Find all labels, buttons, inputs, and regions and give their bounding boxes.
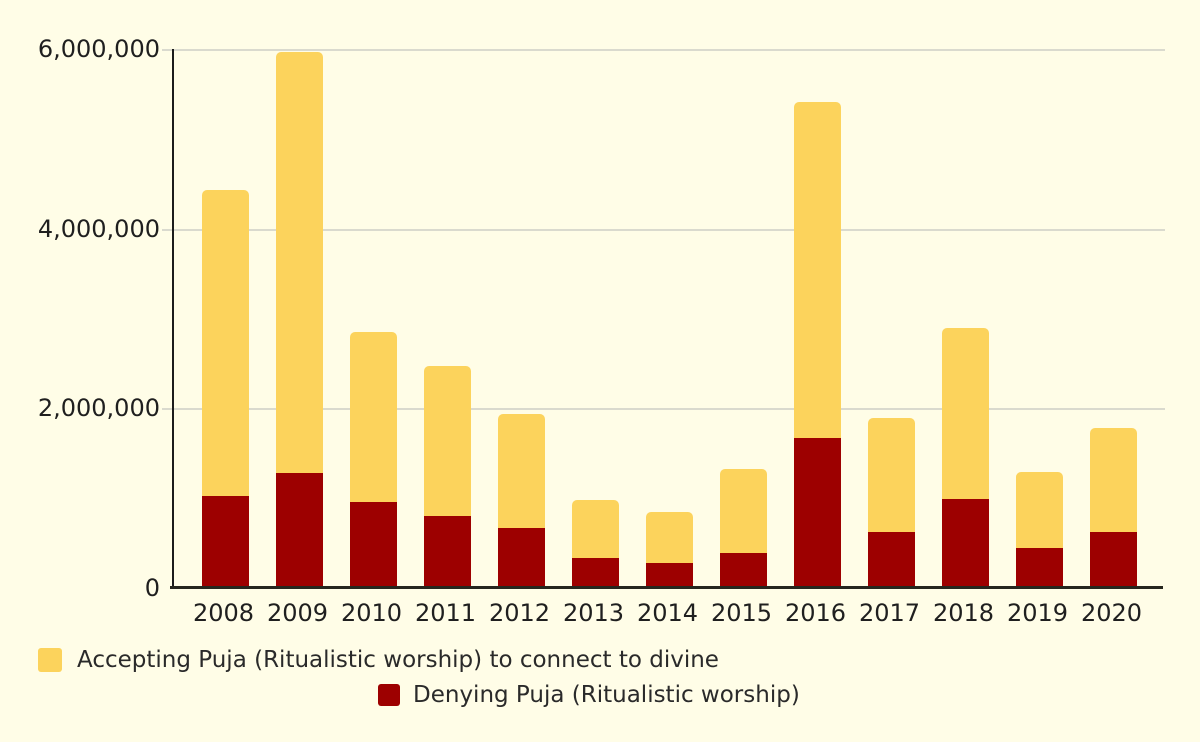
gridline [174,408,1165,410]
x-axis-line [170,586,1163,589]
bar-segment-denying[interactable] [794,438,841,588]
x-tick-label: 2009 [266,599,329,627]
bar-segment-accepting[interactable] [202,190,249,497]
y-tick-mark [162,49,172,51]
x-tick-label: 2016 [784,599,847,627]
legend-swatch-denying-icon [378,684,400,706]
bar-segment-denying[interactable] [276,473,323,588]
x-tick-label: 2008 [192,599,255,627]
bar-segment-accepting[interactable] [350,332,397,502]
bar-segment-denying[interactable] [1016,547,1063,588]
bar-segment-denying[interactable] [646,562,693,588]
y-tick-mark [162,229,172,231]
bar-segment-denying[interactable] [1090,532,1137,588]
bar-segment-denying[interactable] [350,501,397,588]
x-tick-label: 2011 [414,599,477,627]
legend-swatch-accepting-icon [38,648,62,672]
plot-area [172,49,1165,588]
bar-segment-accepting[interactable] [794,102,841,438]
bar-segment-accepting[interactable] [276,51,323,473]
x-tick-label: 2010 [340,599,403,627]
y-tick-label: 0 [144,574,160,602]
x-tick-label: 2015 [710,599,773,627]
bar-segment-denying[interactable] [202,496,249,588]
legend-item-denying[interactable]: Denying Puja (Ritualistic worship) [378,682,800,708]
y-tick-label: 4,000,000 [37,215,160,243]
bar-segment-accepting[interactable] [498,413,545,528]
x-tick-label: 2012 [488,599,551,627]
x-tick-label: 2019 [1006,599,1069,627]
bar-segment-denying[interactable] [572,558,619,588]
gridline [174,49,1165,51]
legend-item-accepting[interactable]: Accepting Puja (Ritualistic worship) to … [38,647,719,673]
gridline [174,229,1165,231]
y-tick-mark [162,408,172,410]
bar-segment-accepting[interactable] [1090,428,1137,533]
x-tick-label: 2020 [1080,599,1143,627]
bar-segment-denying[interactable] [942,499,989,588]
legend-label-accepting: Accepting Puja (Ritualistic worship) to … [77,647,719,673]
x-tick-label: 2014 [636,599,699,627]
bar-segment-denying[interactable] [424,516,471,588]
bar-segment-accepting[interactable] [424,366,471,517]
bar-segment-accepting[interactable] [942,327,989,500]
legend-label-denying: Denying Puja (Ritualistic worship) [413,682,800,708]
y-tick-label: 2,000,000 [37,394,160,422]
x-tick-label: 2013 [562,599,625,627]
y-tick-label: 6,000,000 [37,35,160,63]
bar-segment-accepting[interactable] [868,418,915,533]
bar-segment-accepting[interactable] [646,511,693,563]
bar-segment-accepting[interactable] [720,468,767,553]
bar-segment-denying[interactable] [720,553,767,588]
bar-segment-denying[interactable] [498,527,545,588]
bar-segment-accepting[interactable] [1016,472,1063,548]
x-tick-label: 2018 [932,599,995,627]
bar-segment-denying[interactable] [868,532,915,588]
x-tick-label: 2017 [858,599,921,627]
bar-segment-accepting[interactable] [572,500,619,559]
